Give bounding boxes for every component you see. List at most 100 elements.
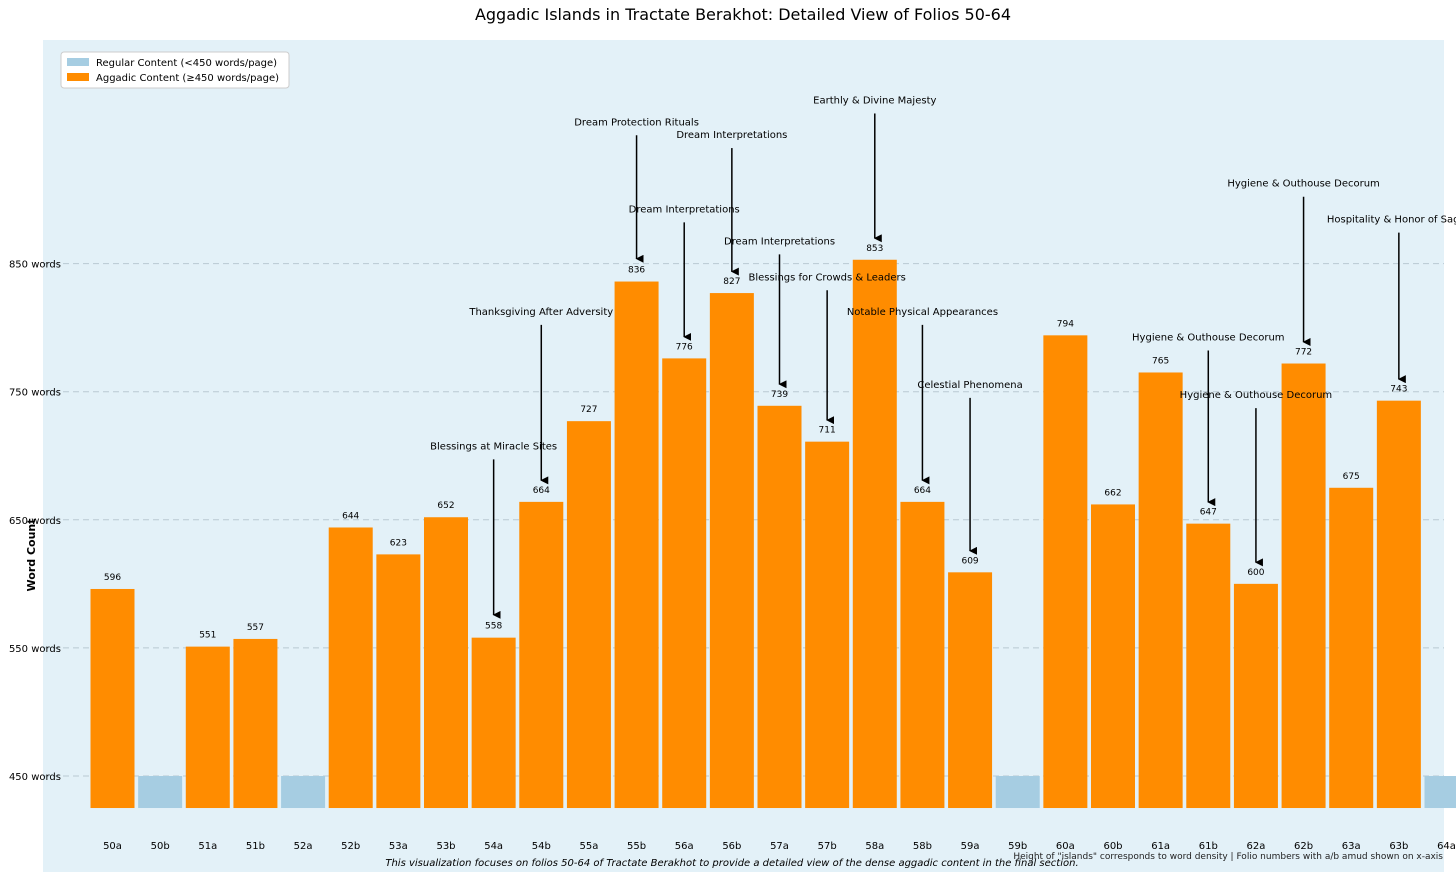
x-tick-54a: 54a bbox=[484, 841, 503, 852]
x-tick-63b: 63b bbox=[1389, 841, 1408, 852]
bar-61a bbox=[1138, 372, 1183, 809]
x-tick-61b: 61b bbox=[1199, 841, 1218, 852]
bar-55b bbox=[614, 281, 659, 809]
x-tick-62b: 62b bbox=[1294, 841, 1313, 852]
legend-label-regular: Regular Content (<450 words/page) bbox=[96, 58, 277, 69]
bar-59b bbox=[995, 776, 1040, 809]
x-tick-62a: 62a bbox=[1246, 841, 1265, 852]
annotation-57b: Blessings for Crowds & Leaders bbox=[748, 272, 905, 283]
x-tick-50a: 50a bbox=[103, 841, 122, 852]
bar-62a bbox=[1233, 583, 1278, 809]
value-label-62a: 600 bbox=[1247, 568, 1264, 578]
value-label-51a: 551 bbox=[199, 631, 216, 641]
value-label-55b: 836 bbox=[628, 266, 645, 276]
footnote-right: Height of "islands" corresponds to word … bbox=[1013, 852, 1443, 862]
x-tick-54b: 54b bbox=[532, 841, 551, 852]
annotation-56b: Dream Interpretations bbox=[676, 130, 787, 141]
value-label-57a: 739 bbox=[771, 390, 788, 400]
x-tick-55b: 55b bbox=[627, 841, 646, 852]
bar-53a bbox=[376, 554, 421, 809]
chart-title: Aggadic Islands in Tractate Berakhot: De… bbox=[475, 5, 1011, 24]
value-label-60a: 794 bbox=[1057, 319, 1074, 329]
value-label-51b: 557 bbox=[247, 623, 264, 633]
value-label-53b: 652 bbox=[437, 501, 454, 511]
bar-58b bbox=[900, 501, 945, 809]
y-axis-label: Word Count bbox=[25, 519, 38, 592]
y-tick-label: 450 words bbox=[9, 772, 61, 783]
annotation-54b: Thanksgiving After Adversity bbox=[468, 307, 613, 318]
value-label-55a: 727 bbox=[580, 405, 597, 415]
bar-54b bbox=[519, 501, 564, 809]
x-tick-59a: 59a bbox=[961, 841, 980, 852]
value-label-56b: 827 bbox=[723, 277, 740, 287]
bar-58a bbox=[852, 259, 897, 809]
value-label-54a: 558 bbox=[485, 622, 502, 632]
x-tick-63a: 63a bbox=[1342, 841, 1361, 852]
legend-swatch-aggadic bbox=[67, 73, 89, 81]
bar-54a bbox=[471, 637, 516, 809]
bar-57b bbox=[805, 441, 850, 809]
bar-51a bbox=[185, 646, 230, 809]
x-tick-58a: 58a bbox=[865, 841, 884, 852]
bar-53b bbox=[424, 517, 468, 809]
x-tick-61a: 61a bbox=[1151, 841, 1170, 852]
x-tick-64a: 64a bbox=[1437, 841, 1456, 852]
bar-63a bbox=[1329, 487, 1374, 809]
bar-56a bbox=[662, 358, 707, 809]
legend-swatch-regular bbox=[67, 58, 89, 66]
value-label-61b: 647 bbox=[1200, 508, 1217, 518]
x-tick-57b: 57b bbox=[818, 841, 837, 852]
value-label-54b: 664 bbox=[533, 486, 550, 496]
bar-61b bbox=[1186, 523, 1231, 809]
annotation-55b: Dream Protection Rituals bbox=[574, 117, 699, 128]
x-tick-56b: 56b bbox=[722, 841, 741, 852]
annotation-63b: Hospitality & Honor of Sages bbox=[1327, 215, 1456, 226]
x-tick-51b: 51b bbox=[246, 841, 265, 852]
x-tick-58b: 58b bbox=[913, 841, 932, 852]
bar-57a bbox=[757, 405, 802, 809]
bar-52a bbox=[281, 776, 326, 809]
annotation-56a: Dream Interpretations bbox=[629, 204, 740, 215]
value-label-58a: 853 bbox=[866, 244, 883, 254]
annotation-59a: Celestial Phenomena bbox=[917, 380, 1022, 391]
bar-56b bbox=[709, 293, 754, 809]
x-tick-60b: 60b bbox=[1103, 841, 1122, 852]
bar-55a bbox=[566, 421, 611, 809]
x-tick-57a: 57a bbox=[770, 841, 789, 852]
value-label-56a: 776 bbox=[676, 342, 693, 352]
y-tick-label: 850 words bbox=[9, 260, 61, 271]
value-label-53a: 623 bbox=[390, 538, 407, 548]
legend-label-aggadic: Aggadic Content (≥450 words/page) bbox=[96, 73, 279, 84]
footnote: This visualization focuses on folios 50-… bbox=[385, 858, 1078, 869]
value-label-58b: 664 bbox=[914, 486, 931, 496]
x-tick-53a: 53a bbox=[389, 841, 408, 852]
bar-50b bbox=[138, 776, 183, 809]
value-label-62b: 772 bbox=[1295, 348, 1312, 358]
value-label-63a: 675 bbox=[1343, 472, 1360, 482]
value-labels: 596 551 557 644 623 652 558 664 727 836 776 827 739 7… bbox=[104, 244, 1408, 641]
x-tick-60a: 60a bbox=[1056, 841, 1075, 852]
value-label-61a: 765 bbox=[1152, 356, 1169, 366]
legend-box bbox=[60, 51, 290, 89]
value-label-60b: 662 bbox=[1104, 488, 1121, 498]
x-tick-59b: 59b bbox=[1008, 841, 1027, 852]
annotation-58b: Notable Physical Appearances bbox=[847, 307, 998, 318]
value-label-57b: 711 bbox=[819, 426, 836, 436]
y-tick-label: 650 words bbox=[9, 516, 61, 527]
x-tick-50b: 50b bbox=[151, 841, 170, 852]
annotations: Blessings at Miracle Sites Thanksgiving A… bbox=[430, 95, 1456, 619]
bar-50a bbox=[90, 588, 135, 809]
annotation-54a: Blessings at Miracle Sites bbox=[430, 441, 557, 452]
x-tick-53b: 53b bbox=[436, 841, 455, 852]
value-label-59a: 609 bbox=[961, 556, 978, 566]
y-tick-label: 550 words bbox=[9, 644, 61, 655]
x-tick-56a: 56a bbox=[675, 841, 694, 852]
bar-59a bbox=[948, 572, 993, 809]
legend: Regular Content (<450 words/page) Aggadi… bbox=[60, 51, 290, 89]
annotation-62a: Hygiene & Outhouse Decorum bbox=[1180, 390, 1333, 401]
annotation-61b: Hygiene & Outhouse Decorum bbox=[1132, 332, 1285, 343]
annotation-58a: Earthly & Divine Majesty bbox=[813, 95, 936, 106]
x-tick-51a: 51a bbox=[198, 841, 217, 852]
x-tick-52a: 52a bbox=[294, 841, 313, 852]
